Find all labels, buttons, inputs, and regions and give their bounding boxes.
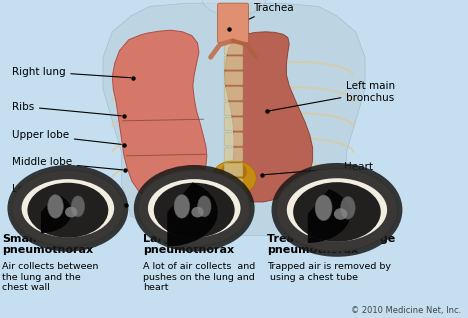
Wedge shape: [167, 182, 218, 246]
Text: Middle lobe: Middle lobe: [12, 157, 123, 170]
FancyBboxPatch shape: [224, 148, 243, 161]
FancyBboxPatch shape: [224, 102, 243, 115]
Ellipse shape: [197, 196, 211, 217]
Circle shape: [138, 170, 250, 246]
Circle shape: [276, 169, 398, 251]
FancyBboxPatch shape: [224, 87, 243, 100]
Text: Trapped air is removed by
 using a chest tube: Trapped air is removed by using a chest …: [267, 262, 391, 282]
Text: © 2010 Medicine Net, Inc.: © 2010 Medicine Net, Inc.: [351, 307, 461, 315]
Circle shape: [12, 170, 124, 246]
PathPatch shape: [103, 3, 365, 235]
Ellipse shape: [174, 195, 190, 218]
Wedge shape: [308, 189, 351, 243]
Circle shape: [28, 183, 108, 238]
FancyBboxPatch shape: [224, 72, 243, 85]
Text: Trachea: Trachea: [232, 3, 293, 27]
Text: Right lung: Right lung: [12, 66, 131, 78]
FancyBboxPatch shape: [224, 41, 243, 54]
Ellipse shape: [341, 197, 355, 219]
Ellipse shape: [201, 0, 267, 16]
Ellipse shape: [334, 208, 347, 220]
FancyBboxPatch shape: [224, 56, 243, 70]
Ellipse shape: [71, 196, 85, 217]
Ellipse shape: [212, 161, 256, 196]
Text: Upper lobe: Upper lobe: [12, 130, 121, 144]
FancyBboxPatch shape: [224, 117, 243, 131]
Text: Ribs: Ribs: [12, 101, 121, 116]
Ellipse shape: [221, 161, 247, 182]
Circle shape: [293, 182, 381, 242]
FancyBboxPatch shape: [218, 3, 249, 43]
Text: A lot of air collects  and
pushes on the lung and
heart: A lot of air collects and pushes on the …: [143, 262, 255, 292]
Text: Treatment of a large
pneumothorax: Treatment of a large pneumothorax: [267, 234, 395, 255]
Text: Small
pneumothorax: Small pneumothorax: [2, 234, 94, 255]
Circle shape: [154, 183, 234, 238]
Wedge shape: [41, 194, 72, 233]
Ellipse shape: [65, 207, 77, 218]
Ellipse shape: [48, 195, 63, 218]
Text: Large
pneumothorax: Large pneumothorax: [143, 234, 234, 255]
Text: Heart: Heart: [265, 162, 373, 175]
PathPatch shape: [225, 32, 313, 202]
Ellipse shape: [315, 195, 332, 221]
FancyBboxPatch shape: [224, 133, 243, 146]
Text: Lower Lobe: Lower Lobe: [12, 184, 124, 204]
Text: Air collects between
the lung and the
chest wall: Air collects between the lung and the ch…: [2, 262, 99, 292]
PathPatch shape: [112, 30, 207, 202]
Ellipse shape: [191, 207, 204, 218]
FancyBboxPatch shape: [224, 163, 243, 176]
FancyBboxPatch shape: [224, 178, 243, 192]
Text: Left main
bronchus: Left main bronchus: [270, 81, 395, 111]
